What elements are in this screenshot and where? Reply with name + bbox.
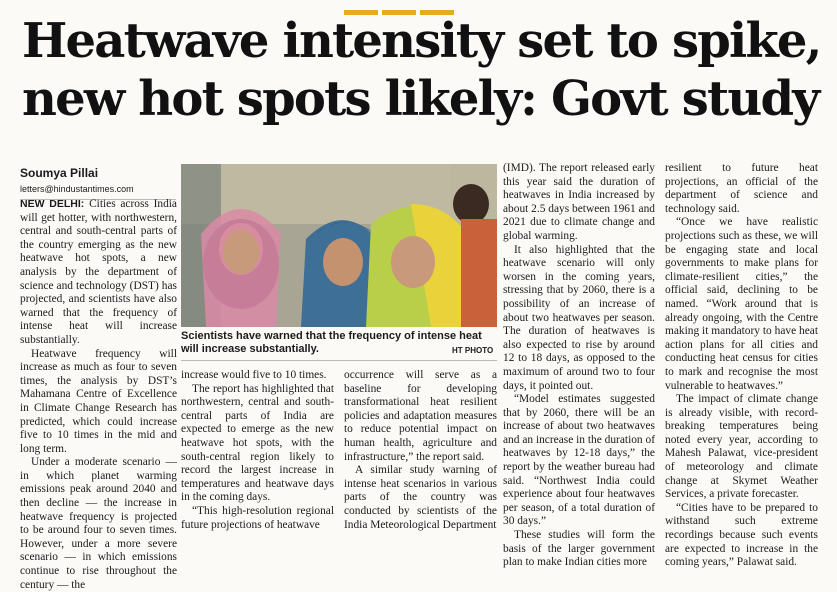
author-email: letters@hindustantimes.com xyxy=(20,184,176,200)
paragraph: “Cities have to be prepared to withstand… xyxy=(665,501,818,569)
paragraph: “This high-resolution regional future pr… xyxy=(181,504,334,531)
paragraph: (IMD). The report released early this ye… xyxy=(503,162,655,242)
byline: Soumya Pillai xyxy=(20,166,99,180)
article-column-3: occurrence will serve as a baseline for … xyxy=(344,369,497,532)
photo-caption: Scientists have warned that the frequenc… xyxy=(181,330,482,355)
headline-line-1: Heatwave intensity set to spike, xyxy=(22,13,822,69)
headline: Heatwave intensity set to spike, new hot… xyxy=(22,12,822,128)
caption-divider xyxy=(181,360,497,361)
article-column-1: NEW DELHI: Cities across India will get … xyxy=(20,198,177,592)
article-column-5: resilient to future heat projections, an… xyxy=(665,162,818,570)
paragraph: The report has highlighted that northwes… xyxy=(181,382,334,504)
paragraph: “Model estimates suggested that by 2060,… xyxy=(503,393,655,528)
dateline: NEW DELHI: xyxy=(20,198,85,210)
paragraph: resilient to future heat projections, an… xyxy=(665,162,818,215)
photo-credit: HT PHOTO xyxy=(452,346,494,355)
news-photo xyxy=(181,164,497,327)
paragraph: These studies will form the basis of the… xyxy=(503,529,655,569)
top-accent-bar xyxy=(344,0,494,15)
paragraph: The impact of climate change is already … xyxy=(665,393,818,501)
article-column-2: increase would five to 10 times. The rep… xyxy=(181,369,334,532)
paragraph: Under a moderate scenario — in which pla… xyxy=(20,456,177,591)
headline-line-2: new hot spots likely: Govt study xyxy=(22,71,820,127)
paragraph: “Once we have realistic projections such… xyxy=(665,216,818,392)
paragraph: It also highlighted that the heatwave sc… xyxy=(503,243,655,392)
paragraph: A similar study warning of intense heat … xyxy=(344,464,497,531)
paragraph: NEW DELHI: Cities across India will get … xyxy=(20,198,177,346)
article-column-4: (IMD). The report released early this ye… xyxy=(503,162,655,570)
paragraph: occurrence will serve as a baseline for … xyxy=(344,369,497,463)
paragraph: Heatwave frequency will increase as much… xyxy=(20,347,177,455)
photo-illustration xyxy=(181,164,497,327)
paragraph: increase would five to 10 times. xyxy=(181,369,327,381)
